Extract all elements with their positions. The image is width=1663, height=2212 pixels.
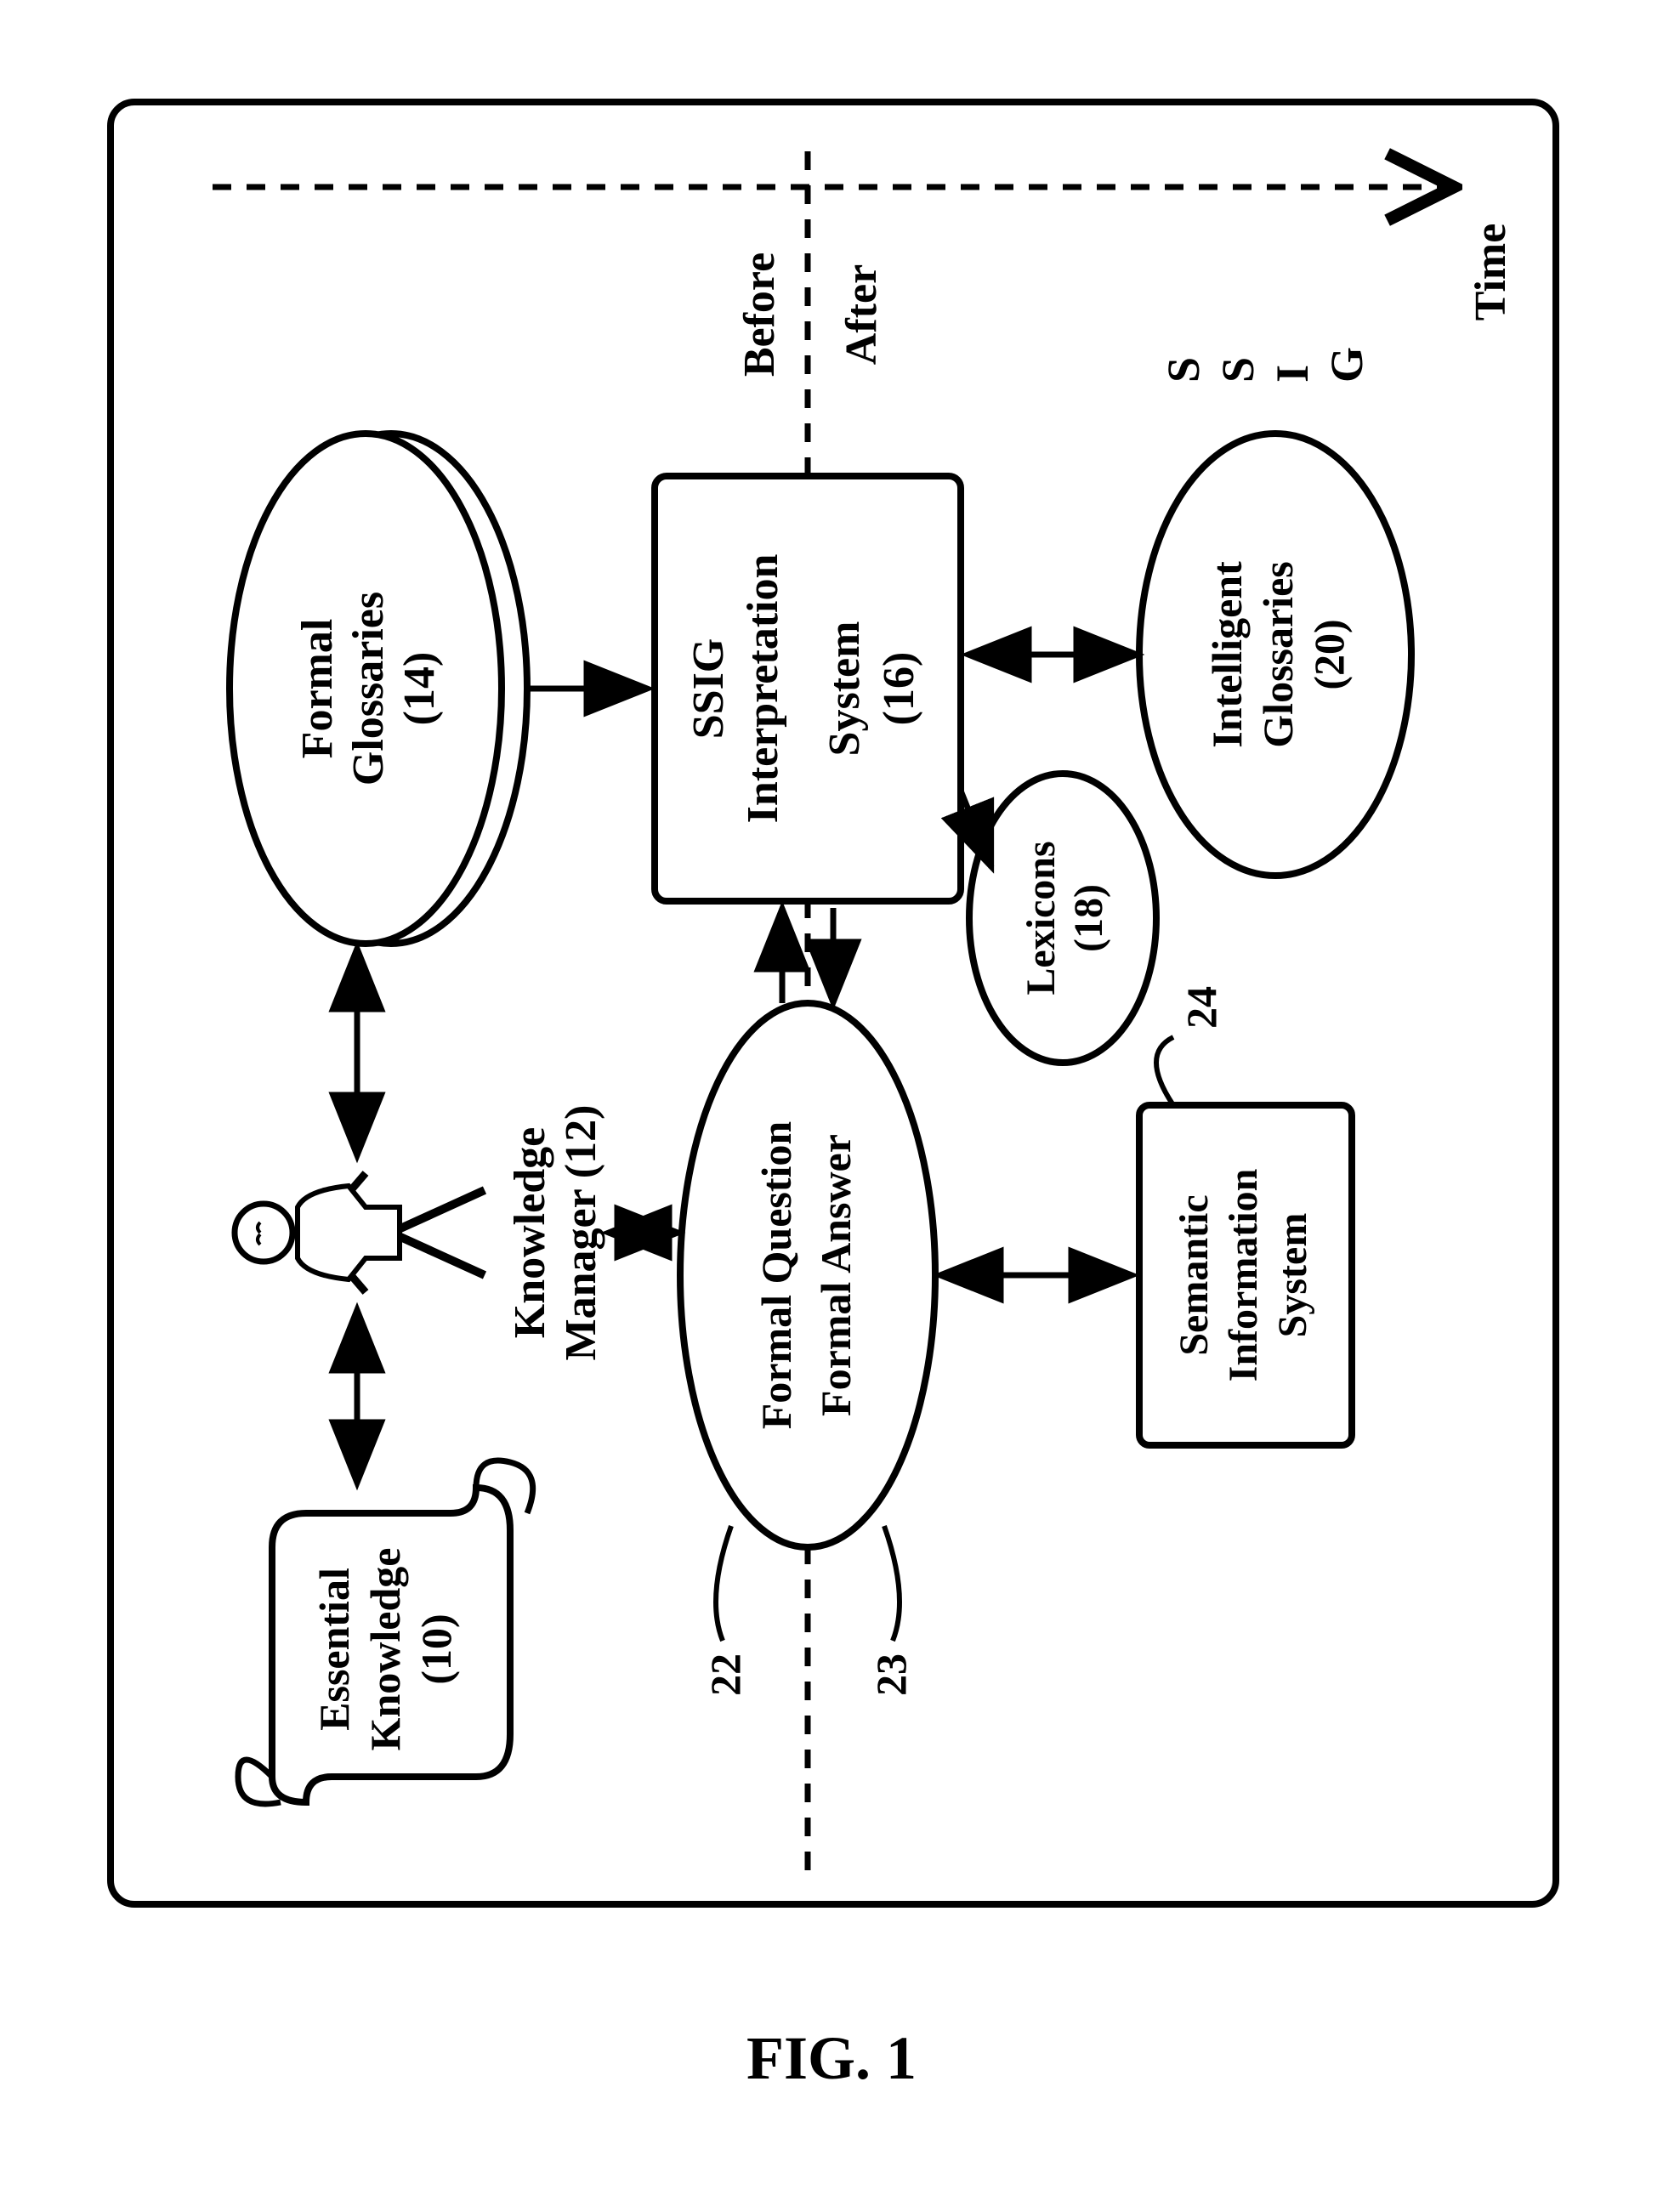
ssig-letter-2: S bbox=[1212, 357, 1263, 383]
essential-knowledge-line3: (10) bbox=[412, 1614, 460, 1684]
ssig-line2: Interpretation bbox=[739, 554, 787, 824]
formal-glossaries-line2: Glossaries bbox=[344, 592, 393, 786]
formal-glossaries-line3: (14) bbox=[395, 652, 444, 726]
ssig-letter-3: I bbox=[1267, 365, 1318, 383]
formal-answer-label: Formal Answer bbox=[812, 1134, 860, 1416]
formal-qa-ellipse: Formal Question Formal Answer bbox=[680, 1003, 935, 1547]
knowledge-manager-line1: Knowledge bbox=[506, 1127, 554, 1338]
semantic-line2: Information bbox=[1221, 1169, 1266, 1382]
intelligent-glossaries-ellipse: Intelligent Glossaries (20) bbox=[1139, 434, 1411, 876]
lexicons-line2: (18) bbox=[1066, 884, 1111, 952]
figure-caption: FIG. 1 bbox=[0, 2023, 1663, 2094]
intelligent-glossaries-line3: (20) bbox=[1305, 619, 1353, 689]
knowledge-manager-line2: Manager (12) bbox=[557, 1105, 605, 1361]
semantic-line3: System bbox=[1270, 1213, 1315, 1338]
formal-glossaries-line1: Formal bbox=[293, 619, 342, 759]
ssig-letter-4: G bbox=[1321, 347, 1372, 383]
diagram-svg: Before After Time Essential Knowledge (1… bbox=[0, 0, 1663, 2212]
ssig-interpretation-system: SSIG Interpretation System (16) bbox=[655, 476, 961, 901]
ssig-line4: (16) bbox=[875, 652, 923, 726]
callout-22-text: 22 bbox=[701, 1653, 749, 1696]
essential-knowledge-line1: Essential bbox=[310, 1568, 358, 1731]
ssig-line3: System bbox=[820, 621, 869, 757]
ssig-letter-1: S bbox=[1158, 357, 1209, 383]
callout-24-text: 24 bbox=[1178, 986, 1225, 1029]
intelligent-glossaries-line2: Glossaries bbox=[1254, 561, 1302, 747]
intelligent-glossaries-line1: Intelligent bbox=[1203, 561, 1251, 748]
page: Before After Time Essential Knowledge (1… bbox=[0, 0, 1663, 2212]
label-after: After bbox=[837, 264, 886, 365]
callout-23-text: 23 bbox=[867, 1653, 915, 1696]
ssig-line1: SSIG bbox=[684, 638, 733, 740]
semantic-line1: Semantic bbox=[1172, 1194, 1217, 1355]
essential-knowledge-line2: Knowledge bbox=[361, 1548, 409, 1751]
label-before: Before bbox=[735, 252, 784, 377]
formal-question-label: Formal Question bbox=[752, 1121, 800, 1430]
formal-glossaries: Formal Glossaries (14) bbox=[230, 434, 527, 944]
label-time: Time bbox=[1467, 224, 1515, 321]
lexicons-line1: Lexicons bbox=[1019, 841, 1064, 995]
lexicons-ellipse: Lexicons (18) bbox=[969, 774, 1156, 1063]
semantic-information-system: Semantic Information System bbox=[1139, 1105, 1352, 1445]
